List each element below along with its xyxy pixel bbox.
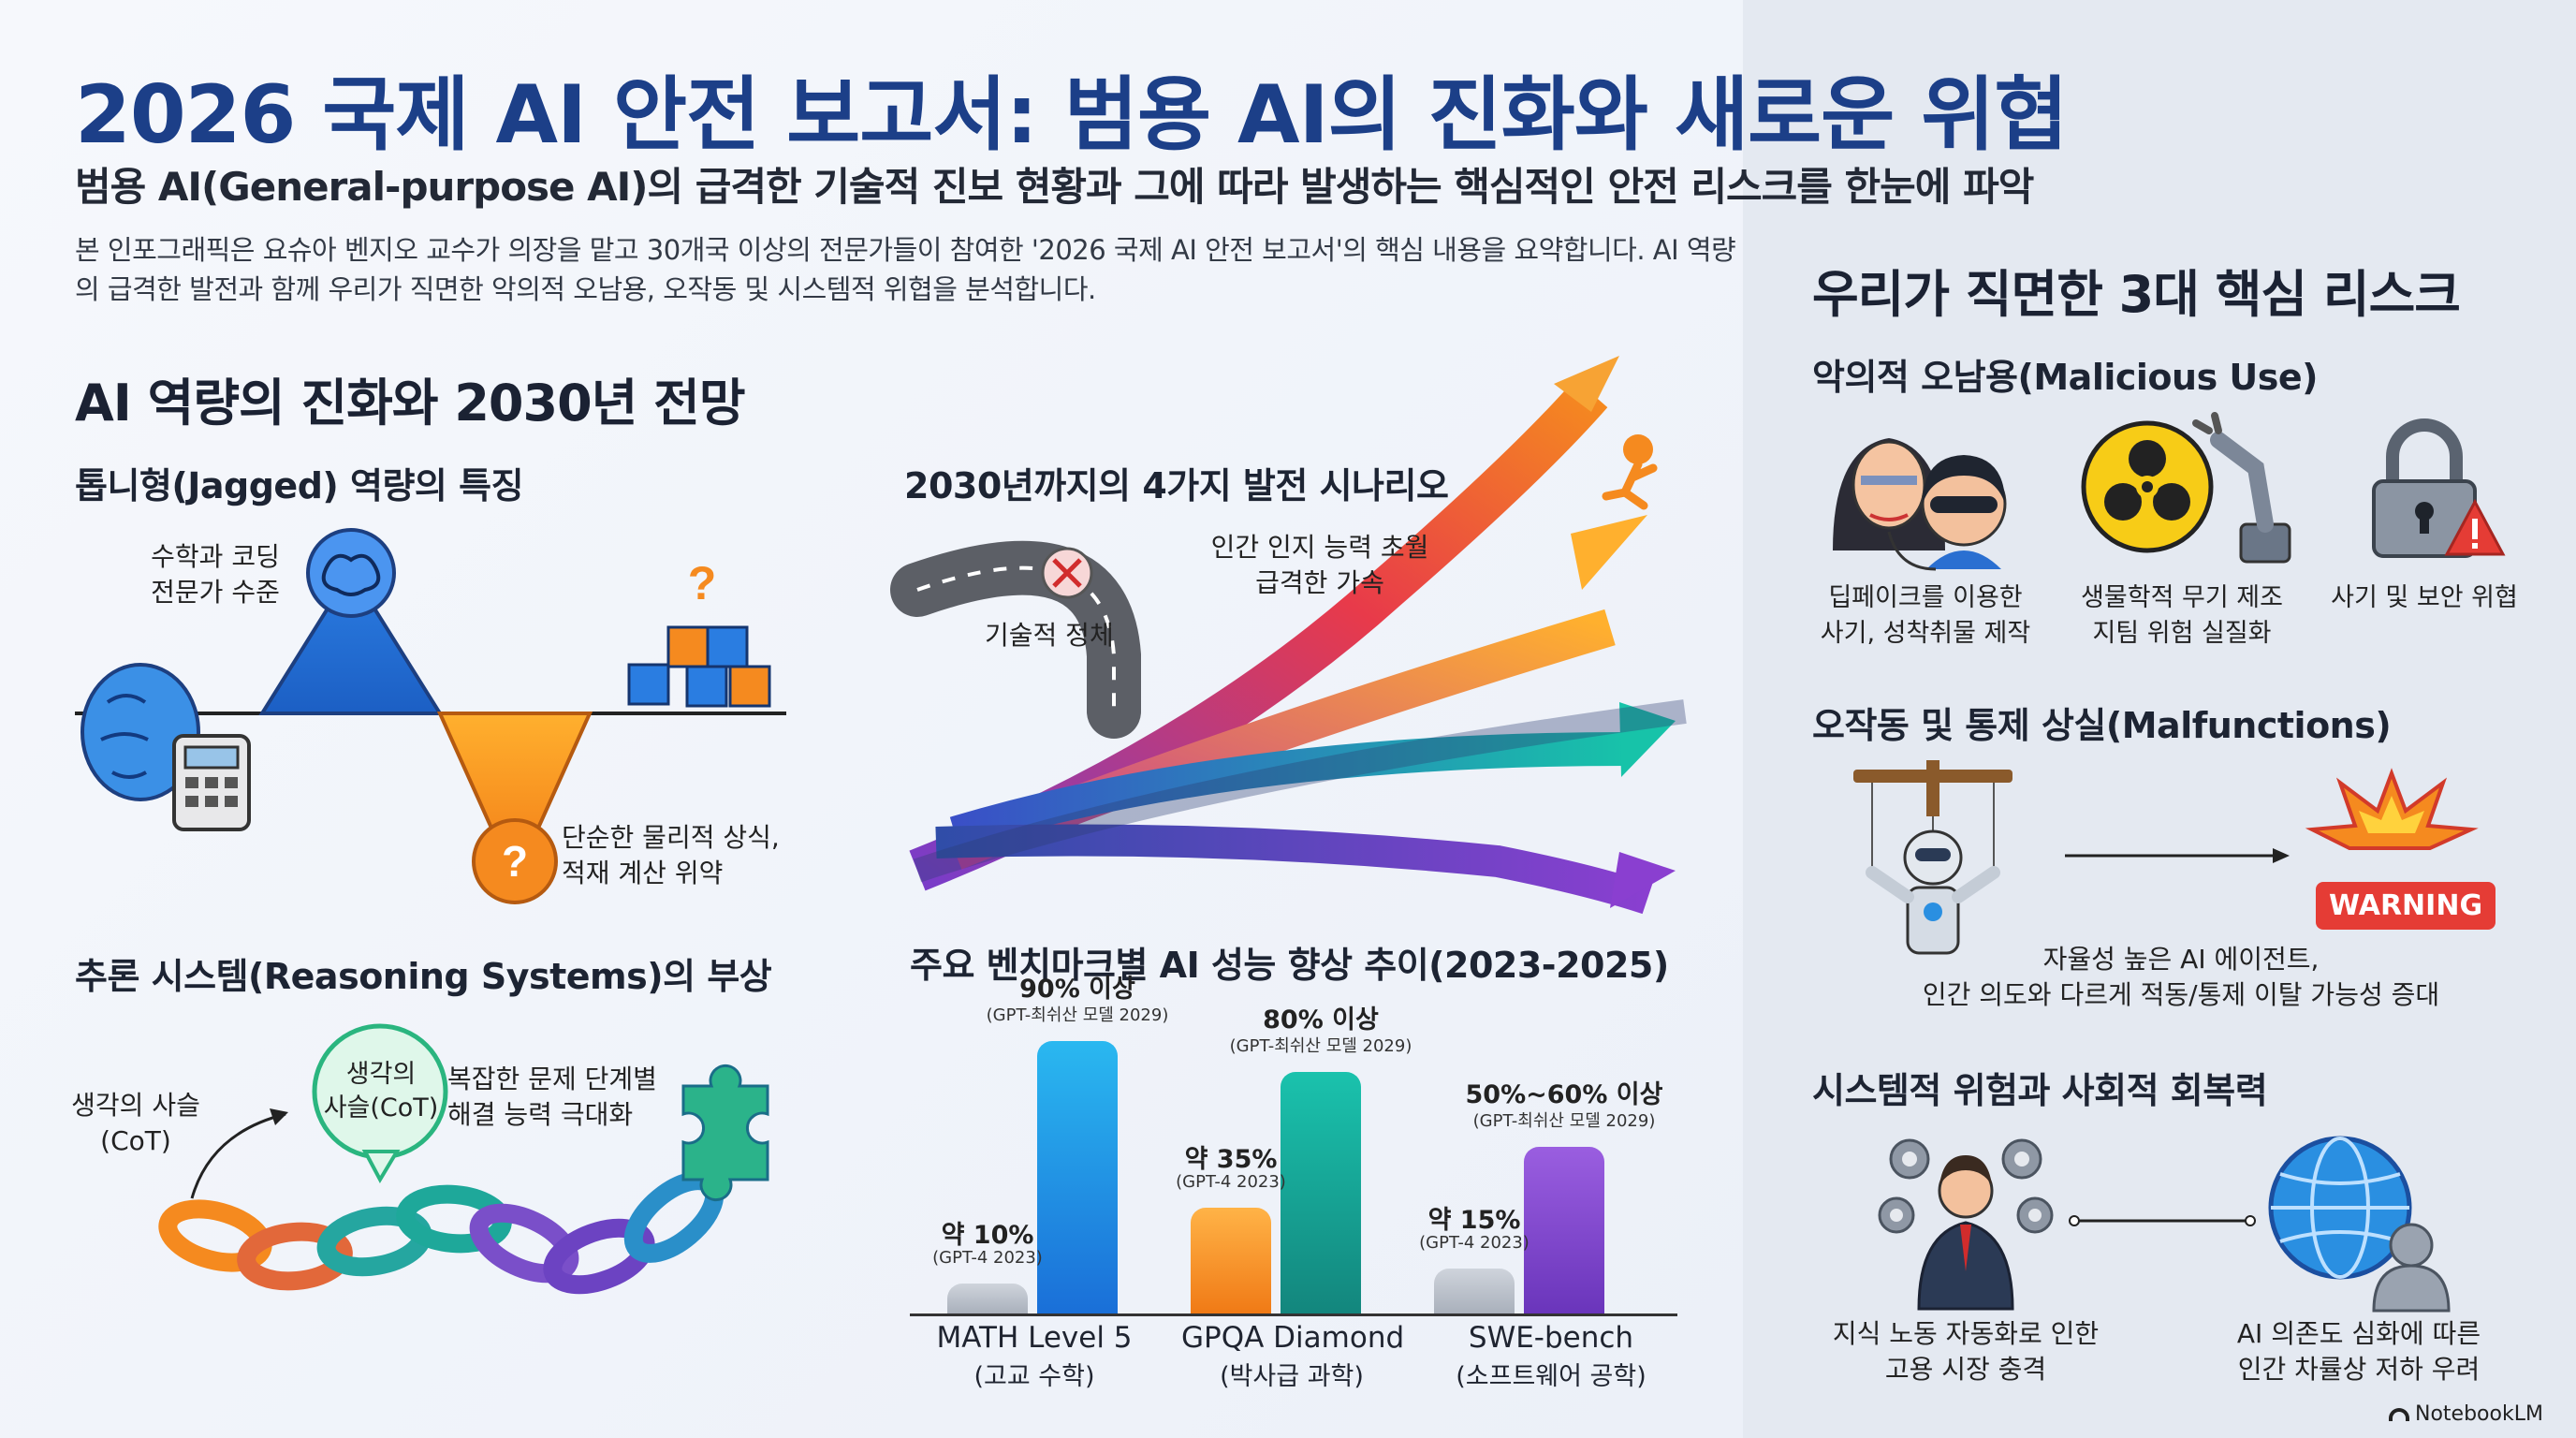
office-worker-gears-icon xyxy=(1878,1138,2054,1311)
bar-2025 xyxy=(1281,1071,1361,1313)
malfunction-heading: 오작동 및 통제 상실(Malfunctions) xyxy=(1812,705,2392,746)
page-title: 2026 국제 AI 안전 보고서: 범용 AI의 진화와 새로운 위협 xyxy=(75,68,2068,162)
risk-panel-background xyxy=(1743,0,2576,1438)
capabilities-heading: AI 역량의 진화와 2030년 전망 xyxy=(75,374,745,433)
svg-text:?: ? xyxy=(502,837,528,886)
deepfake-risk-label: 딥페이크를 이용한 사기, 성착취물 제작 xyxy=(1820,583,2031,648)
bar-2023 xyxy=(1191,1207,1271,1313)
bar-2025 xyxy=(1037,1041,1118,1313)
bar-2025-value-label: 90% 이상 xyxy=(1019,975,1135,1005)
svg-text:?: ? xyxy=(688,557,717,609)
bar-2023-value-label: 약 15% xyxy=(1427,1205,1521,1235)
dependence-risk-label: AI 의존도 심화에 따른 인간 차률상 저하 우려 xyxy=(2236,1318,2481,1385)
bar-2025 xyxy=(1524,1147,1604,1313)
globe-person-icon xyxy=(2268,1136,2451,1313)
bar-2025-note: (GPT-최쉬산 모델 2029) xyxy=(986,1005,1169,1026)
benchmark-category-math: MATH Level 5 (고교 수학) xyxy=(936,1321,1133,1391)
malicious-heading: 악의적 오남용(Malicious Use) xyxy=(1812,357,2319,398)
stagnation-label: 기술적 정체 xyxy=(985,620,1114,651)
page-subtitle: 범용 AI(General-purpose AI)의 급격한 기술적 진보 현황… xyxy=(75,164,2034,210)
risks-heading: 우리가 직면한 3대 핵심 리스크 xyxy=(1812,265,2461,324)
bar-2023 xyxy=(947,1283,1028,1313)
explosion-icon xyxy=(2305,768,2479,850)
biohazard-risk-label: 생물학적 무기 제조 지팀 위험 실질화 xyxy=(2081,583,2283,648)
intro-text: 본 인포그래픽은 요슈아 벤지오 교수가 의장을 맡고 30개국 이상의 전문가… xyxy=(75,234,1736,305)
puppet-robot-icon xyxy=(1853,760,2012,955)
bar-2023-note: (GPT-4 2023) xyxy=(1419,1232,1530,1253)
cot-left-label: 생각의 사슬 (CoT) xyxy=(71,1090,200,1156)
systemic-heading: 시스템적 위험과 사회적 회복력 xyxy=(1812,1070,2268,1111)
scenarios-heading: 2030년까지의 4가지 발전 시나리오 xyxy=(904,465,1449,506)
brand-footer: NotebookLM xyxy=(2389,1402,2543,1426)
bar-2025-value-label: 80% 이상 xyxy=(1263,1005,1379,1034)
bar-2023-note: (GPT-4 2023) xyxy=(932,1247,1043,1268)
benchmark-chart-title: 주요 벤치마크별 AI 성능 향상 추이(2023-2025) xyxy=(910,945,1669,986)
chart-baseline xyxy=(910,1313,1677,1316)
arrow-right-icon xyxy=(2065,848,2290,863)
bar-2023 xyxy=(1434,1268,1515,1313)
cot-bubble-label: 생각의 사슬(CoT) xyxy=(323,1060,439,1123)
reasoning-right-label: 복잡한 문제 단계별 해결 능력 극대화 xyxy=(447,1064,657,1130)
chain-of-thought-illustration xyxy=(158,1023,769,1295)
bar-2023-value-label: 약 35% xyxy=(1184,1144,1278,1174)
reasoning-heading: 추론 시스템(Reasoning Systems)의 부상 xyxy=(75,956,772,997)
notebooklm-logo-icon xyxy=(2389,1407,2409,1421)
benchmark-category-swe: SWE-bench (소프트웨어 공학) xyxy=(1456,1321,1647,1391)
scenario-arrows-illustration xyxy=(890,356,1687,915)
bar-2023-note: (GPT-4 2023) xyxy=(1176,1171,1286,1192)
connector-line-icon xyxy=(2069,1215,2256,1226)
padlock-warning-icon xyxy=(2372,418,2506,558)
acceleration-label: 인간 인지 능력 초월 급격한 가속 xyxy=(1210,532,1429,598)
jagged-valley-label: 단순한 물리적 상식, 적재 계산 위약 xyxy=(562,822,780,888)
biohazard-robot-arm-icon xyxy=(2081,412,2291,564)
employment-risk-label: 지식 노동 자동화로 인한 고용 시장 충격 xyxy=(1832,1318,2100,1385)
malfunction-label: 자율성 높은 AI 에이전트, 인간 의도와 다르게 적동/통제 이탈 가능성 증… xyxy=(1922,944,2440,1010)
security-risk-label: 사기 및 보안 위협 xyxy=(2331,583,2518,612)
bar-2025-note: (GPT-최쉬산 모델 2029) xyxy=(1229,1035,1412,1056)
bar-2025-value-label: 50%~60% 이상 xyxy=(1465,1080,1663,1110)
jagged-peak-label: 수학과 코딩 전문가 수준 xyxy=(151,541,280,608)
warning-badge: WARNING xyxy=(2316,882,2496,930)
jagged-capability-illustration: ? ? xyxy=(75,528,786,904)
bar-2023-value-label: 약 10% xyxy=(941,1220,1034,1250)
benchmark-category-gpqa: GPQA Diamond (박사급 과학) xyxy=(1181,1321,1405,1391)
deepfake-faces-icon xyxy=(1833,438,2007,571)
bar-2025-note: (GPT-최쉬산 모델 2029) xyxy=(1472,1111,1656,1132)
benchmark-chart: 약 10% (GPT-4 2023) 90% 이상 (GPT-최쉬산 모델 2029)… xyxy=(910,975,1677,1316)
jagged-heading: 톱니형(Jagged) 역량의 특징 xyxy=(75,465,524,506)
